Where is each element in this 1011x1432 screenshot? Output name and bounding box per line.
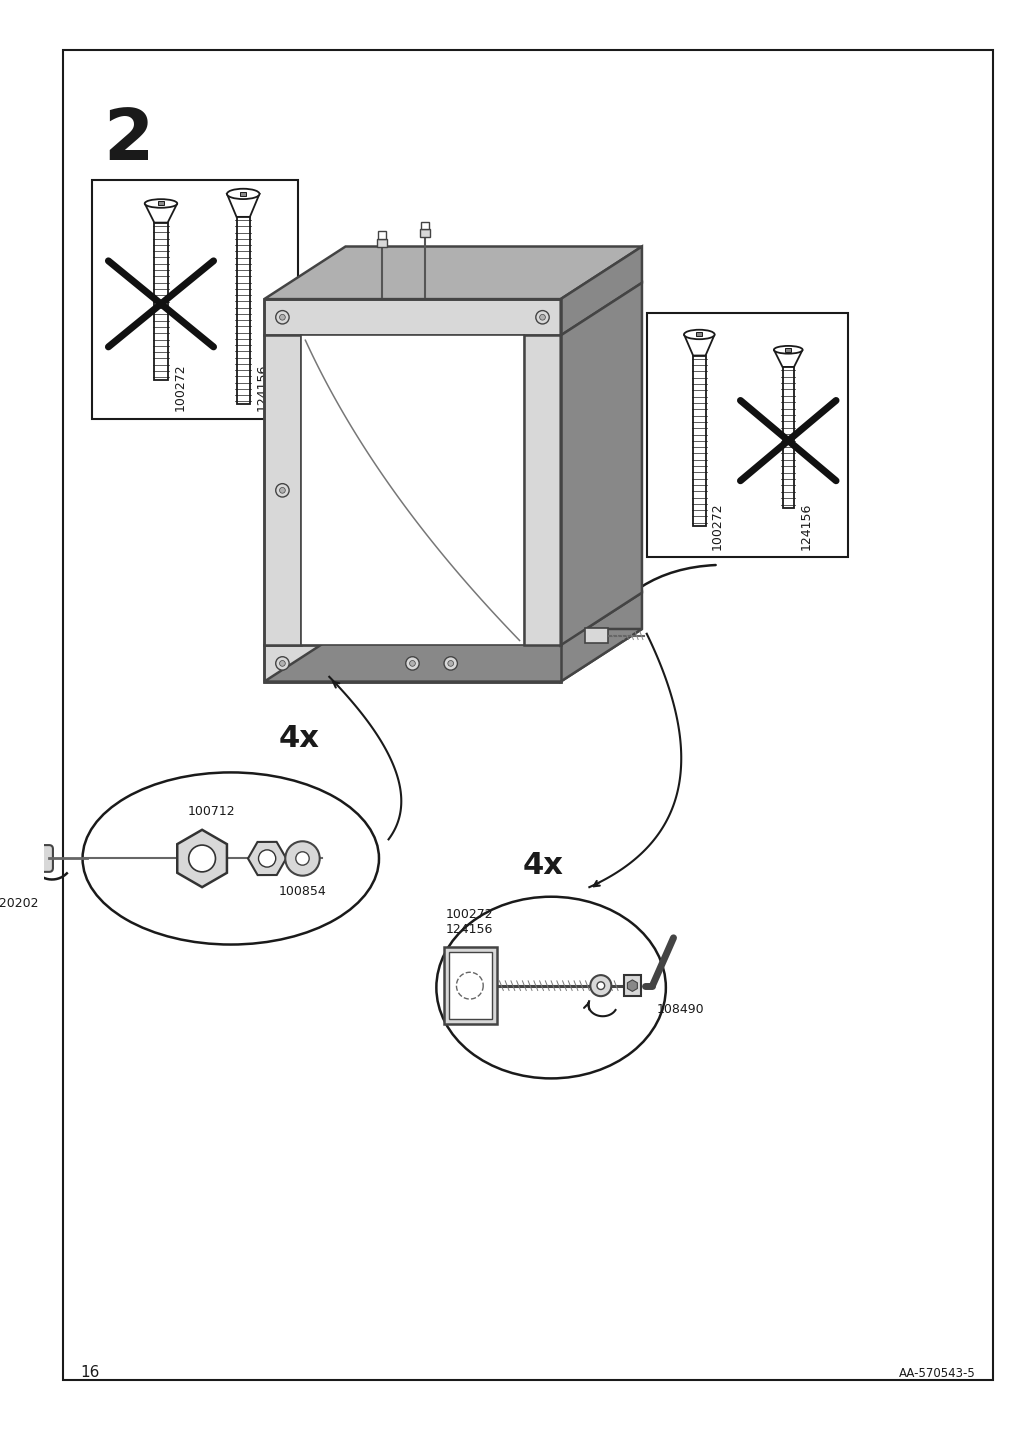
Bar (785, 348, 791, 352)
Text: 124156: 124156 (256, 364, 268, 411)
Text: 108490: 108490 (656, 1002, 704, 1015)
Circle shape (539, 315, 545, 321)
Polygon shape (524, 335, 560, 646)
Text: 120202: 120202 (0, 896, 39, 909)
Circle shape (4, 829, 27, 852)
Circle shape (279, 315, 285, 321)
Polygon shape (264, 335, 300, 646)
Text: 16: 16 (81, 1365, 100, 1379)
Circle shape (275, 657, 289, 670)
Text: 4x: 4x (522, 851, 563, 879)
Circle shape (0, 869, 13, 886)
Circle shape (275, 311, 289, 324)
Polygon shape (264, 299, 560, 335)
Circle shape (258, 849, 275, 868)
Ellipse shape (436, 896, 665, 1078)
Polygon shape (264, 246, 641, 299)
Text: 100272
124156: 100272 124156 (446, 908, 493, 937)
Polygon shape (560, 593, 641, 682)
Text: 100854: 100854 (278, 885, 327, 898)
Circle shape (409, 660, 415, 666)
Circle shape (596, 982, 604, 990)
Polygon shape (226, 193, 259, 216)
Circle shape (285, 841, 319, 876)
Bar (264, 299, 560, 682)
Ellipse shape (226, 189, 259, 199)
Text: 124156: 124156 (799, 503, 812, 550)
Polygon shape (683, 335, 714, 355)
Bar (420, 229, 430, 236)
Text: AA-570543-5: AA-570543-5 (898, 1366, 975, 1379)
Polygon shape (560, 284, 641, 646)
Circle shape (275, 484, 289, 497)
Ellipse shape (773, 347, 802, 354)
Polygon shape (264, 646, 560, 682)
Bar (646, 314, 846, 557)
Circle shape (11, 836, 20, 846)
Bar (448, 952, 491, 1020)
Circle shape (24, 871, 41, 888)
FancyBboxPatch shape (0, 845, 53, 872)
Text: 100272: 100272 (710, 503, 723, 550)
Bar (584, 629, 607, 643)
Bar (693, 355, 705, 526)
Polygon shape (773, 349, 802, 367)
Text: 100272: 100272 (173, 364, 186, 411)
Polygon shape (145, 203, 177, 222)
Bar (378, 231, 385, 239)
Polygon shape (560, 246, 641, 335)
Ellipse shape (683, 329, 714, 339)
Bar (782, 367, 794, 507)
Bar (240, 192, 246, 196)
Ellipse shape (83, 772, 378, 945)
Bar (237, 216, 250, 404)
Text: 4x: 4x (278, 725, 319, 753)
Text: 2: 2 (103, 106, 154, 175)
Bar (623, 975, 640, 997)
Circle shape (444, 657, 457, 670)
Circle shape (535, 311, 549, 324)
Circle shape (279, 487, 285, 493)
Circle shape (279, 660, 285, 666)
Circle shape (295, 852, 309, 865)
Bar (92, 179, 297, 418)
Circle shape (188, 845, 215, 872)
Circle shape (405, 657, 419, 670)
Bar (421, 222, 429, 229)
Bar (158, 202, 164, 205)
Bar (444, 948, 496, 1024)
Circle shape (448, 660, 453, 666)
Bar (696, 332, 702, 337)
Bar (154, 222, 168, 381)
Bar (377, 239, 386, 246)
Bar (300, 335, 524, 646)
Ellipse shape (145, 199, 177, 208)
Polygon shape (264, 629, 641, 682)
Circle shape (589, 975, 611, 997)
Text: 100712: 100712 (188, 805, 236, 818)
Polygon shape (264, 593, 641, 646)
